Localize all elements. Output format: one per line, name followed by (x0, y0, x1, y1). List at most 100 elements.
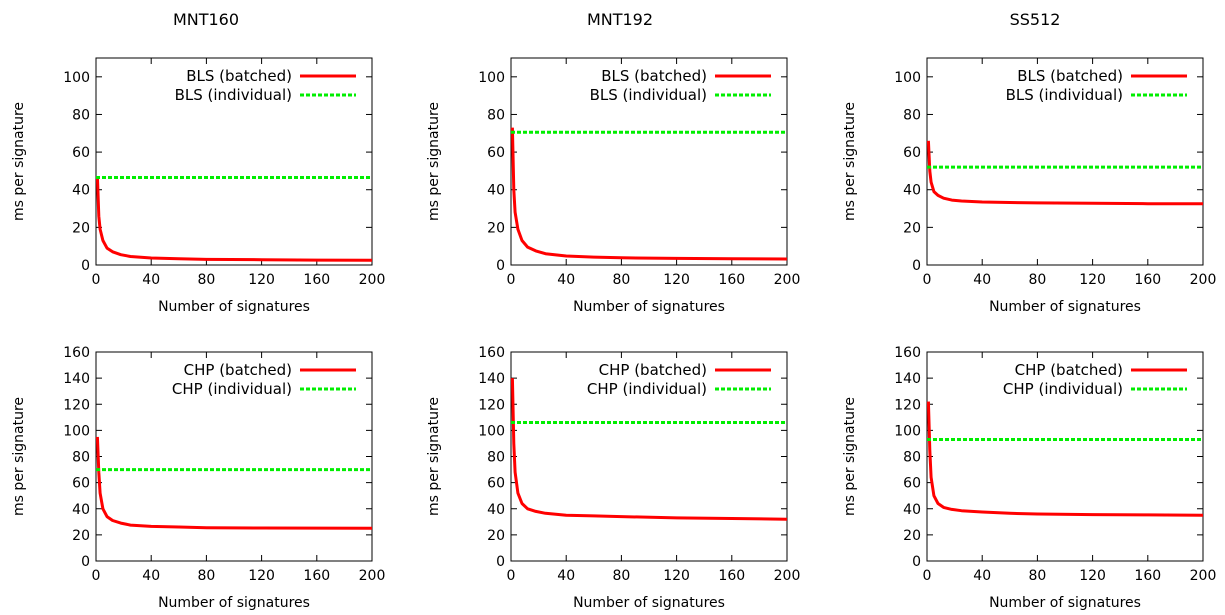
y-tick-label: 100 (478, 70, 505, 86)
x-axis-label: Number of signatures (989, 299, 1141, 315)
y-tick-label: 60 (487, 476, 505, 492)
x-tick-label: 200 (359, 568, 386, 584)
y-tick-label: 20 (903, 220, 921, 236)
legend-label: CHP (individual) (172, 380, 292, 398)
column-title-3: SS512 (1009, 10, 1061, 29)
series-line-batched (95, 176, 373, 262)
x-tick-label: 200 (774, 272, 801, 288)
y-tick-label: 160 (894, 345, 921, 361)
y-tick-label: 20 (487, 220, 505, 236)
legend-label: CHP (individual) (587, 380, 707, 398)
series-line-batched (926, 140, 1204, 206)
x-tick-label: 0 (923, 272, 932, 288)
y-tick-label: 60 (72, 476, 90, 492)
y-tick-label: 40 (72, 183, 90, 199)
y-tick-label: 120 (894, 397, 921, 413)
x-tick-label: 40 (557, 272, 575, 288)
y-axis-label: ms per signature (842, 102, 858, 221)
y-tick-label: 80 (72, 450, 90, 466)
y-axis-label: ms per signature (11, 102, 27, 221)
x-tick-label: 0 (923, 568, 932, 584)
legend-label: CHP (individual) (1003, 380, 1123, 398)
plot-frame (926, 57, 1204, 266)
x-tick-label: 160 (303, 568, 330, 584)
y-tick-label: 0 (81, 554, 90, 570)
y-tick-label: 40 (487, 502, 505, 518)
y-tick-label: 140 (63, 371, 90, 387)
x-tick-label: 160 (1134, 272, 1161, 288)
legend-label: BLS (batched) (1017, 67, 1123, 85)
x-tick-label: 0 (507, 272, 516, 288)
y-tick-label: 80 (487, 450, 505, 466)
x-axis-label: Number of signatures (573, 299, 725, 315)
legend-label: BLS (individual) (175, 86, 292, 104)
y-tick-label: 0 (496, 554, 505, 570)
y-tick-label: 0 (81, 258, 90, 274)
x-tick-label: 0 (92, 568, 101, 584)
x-tick-label: 80 (1028, 272, 1046, 288)
series-line-batched (926, 401, 1204, 517)
y-tick-label: 140 (478, 371, 505, 387)
y-tick-label: 20 (72, 528, 90, 544)
plot-frame (95, 57, 373, 266)
y-tick-label: 60 (903, 476, 921, 492)
x-axis-label: Number of signatures (158, 299, 310, 315)
y-tick-label: 100 (894, 70, 921, 86)
y-tick-label: 100 (894, 423, 921, 439)
x-tick-label: 120 (1079, 272, 1106, 288)
legend-label: CHP (batched) (184, 361, 292, 379)
x-tick-label: 80 (197, 272, 215, 288)
y-tick-label: 80 (903, 450, 921, 466)
legend-label: BLS (individual) (1006, 86, 1123, 104)
y-tick-label: 20 (72, 220, 90, 236)
y-tick-label: 0 (912, 258, 921, 274)
x-tick-label: 200 (1190, 272, 1217, 288)
x-tick-label: 40 (142, 272, 160, 288)
x-tick-label: 120 (248, 568, 275, 584)
x-tick-label: 200 (774, 568, 801, 584)
y-tick-label: 20 (487, 528, 505, 544)
x-tick-label: 200 (359, 272, 386, 288)
x-tick-label: 120 (663, 568, 690, 584)
y-axis-label: ms per signature (11, 397, 27, 516)
y-tick-label: 0 (912, 554, 921, 570)
x-tick-label: 80 (612, 272, 630, 288)
legend-label: CHP (batched) (599, 361, 707, 379)
y-tick-label: 60 (487, 145, 505, 161)
legend-label: CHP (batched) (1015, 361, 1123, 379)
x-tick-label: 0 (92, 272, 101, 288)
x-tick-label: 80 (1028, 568, 1046, 584)
chart-panel-ss512-bls: 0 20 40 60 80 100 0 40 80 120 160 200 Number of sign… (842, 57, 1217, 315)
legend-label: BLS (batched) (601, 67, 707, 85)
y-tick-label: 20 (903, 528, 921, 544)
x-tick-label: 160 (1134, 568, 1161, 584)
series-line-batched (510, 127, 788, 261)
y-tick-label: 160 (478, 345, 505, 361)
plot-frame (510, 57, 788, 266)
x-tick-label: 40 (142, 568, 160, 584)
column-title-2: MNT192 (586, 10, 654, 29)
x-tick-label: 120 (663, 272, 690, 288)
x-tick-label: 40 (973, 272, 991, 288)
chart-panel-mnt160-chp: 0 20 40 60 80 100 120 140 160 0 40 80 120 160 200 Numbe… (11, 345, 385, 611)
y-tick-label: 40 (903, 183, 921, 199)
y-tick-label: 160 (63, 345, 90, 361)
x-tick-label: 40 (557, 568, 575, 584)
y-tick-label: 40 (72, 502, 90, 518)
chart-panel-mnt192-chp: 0 20 40 60 80 100 120 140 160 0 40 80 120 160 200 Numbe… (426, 345, 800, 611)
x-axis-label: Number of signatures (573, 595, 725, 611)
x-tick-label: 80 (197, 568, 215, 584)
series-line-batched (510, 378, 788, 521)
y-tick-label: 120 (63, 397, 90, 413)
legend-label: BLS (batched) (186, 67, 292, 85)
y-tick-label: 80 (487, 107, 505, 123)
y-tick-label: 0 (496, 258, 505, 274)
x-tick-label: 160 (303, 272, 330, 288)
x-tick-label: 120 (248, 272, 275, 288)
y-tick-label: 100 (478, 423, 505, 439)
y-tick-label: 40 (903, 502, 921, 518)
y-tick-label: 80 (903, 107, 921, 123)
y-tick-label: 120 (478, 397, 505, 413)
series-line-batched (95, 436, 373, 530)
